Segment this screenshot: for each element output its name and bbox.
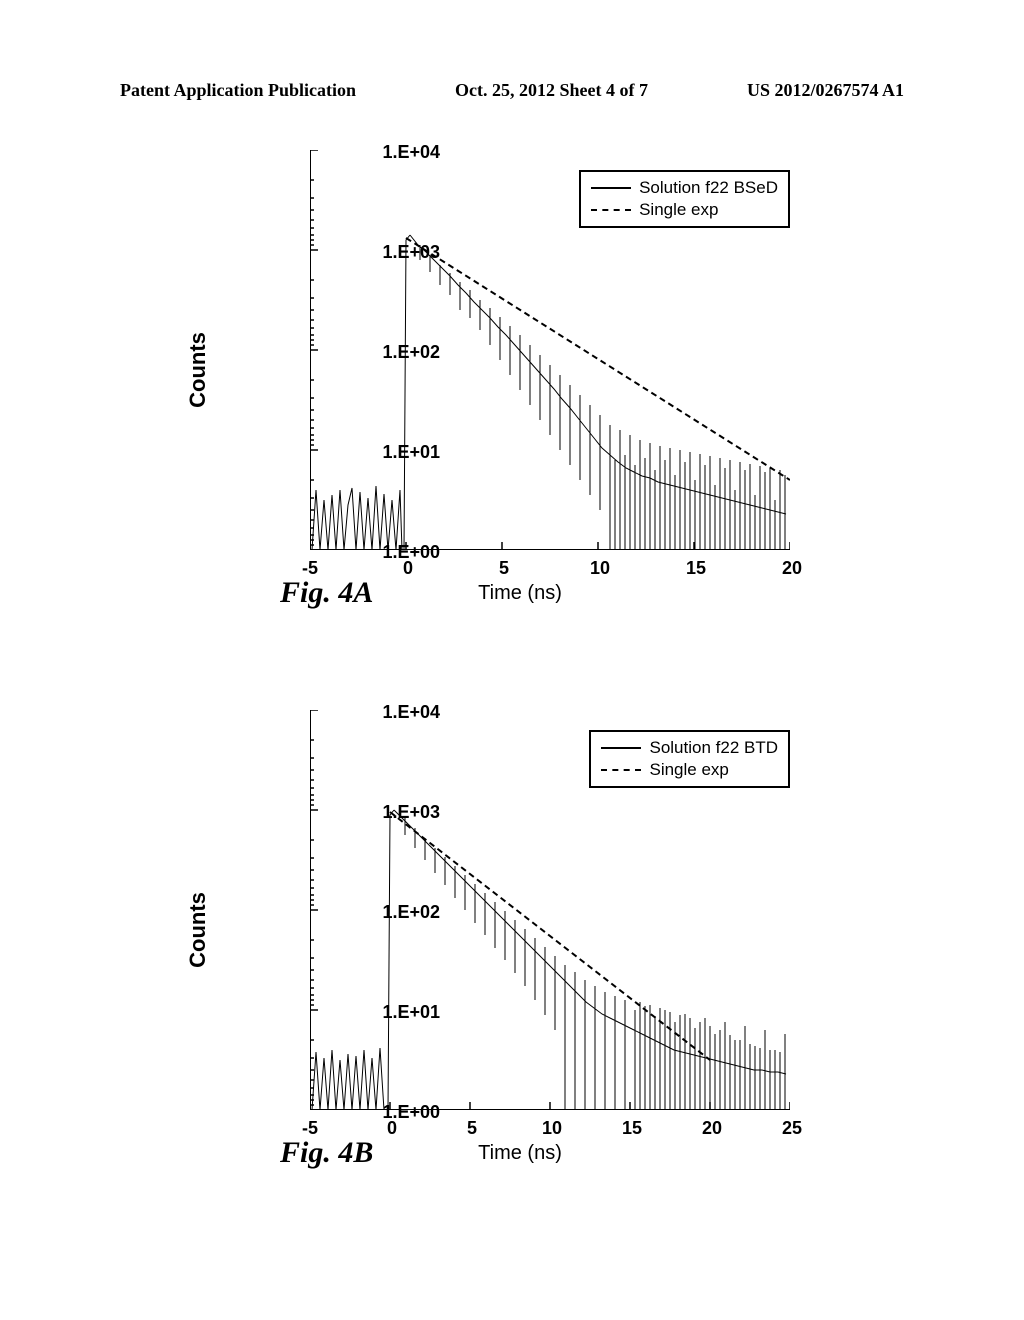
page-header: Patent Application Publication Oct. 25, …: [0, 80, 1024, 101]
legend-label: Single exp: [649, 760, 728, 780]
legend-item: Solution f22 BSeD: [591, 178, 778, 198]
legend-label: Single exp: [639, 200, 718, 220]
x-tick: 10: [585, 558, 615, 579]
y-axis-label: Counts: [185, 892, 211, 968]
figure-label: Fig. 4B: [280, 1136, 373, 1170]
legend-item: Solution f22 BTD: [601, 738, 778, 758]
x-tick: 5: [457, 1118, 487, 1139]
header-left: Patent Application Publication: [120, 80, 356, 101]
y-axis-label: Counts: [185, 332, 211, 408]
figure-label: Fig. 4A: [280, 576, 373, 610]
solid-line-icon: [601, 747, 641, 749]
x-tick: 20: [697, 1118, 727, 1139]
legend: Solution f22 BSeD Single exp: [579, 170, 790, 228]
legend-item: Single exp: [601, 760, 778, 780]
solid-line-icon: [591, 187, 631, 189]
legend-item: Single exp: [591, 200, 778, 220]
header-center: Oct. 25, 2012 Sheet 4 of 7: [455, 80, 648, 101]
x-tick: 0: [393, 558, 423, 579]
legend-label: Solution f22 BSeD: [639, 178, 778, 198]
x-tick: 25: [777, 1118, 807, 1139]
figure-4a: Counts 1.E+04 1.E+03 1.E+02 1.E+01 1.E+0…: [210, 140, 830, 600]
x-tick: 15: [681, 558, 711, 579]
x-axis-label: Time (ns): [478, 582, 562, 605]
dashed-line-icon: [591, 209, 631, 211]
legend-label: Solution f22 BTD: [649, 738, 778, 758]
header-right: US 2012/0267574 A1: [747, 80, 904, 101]
x-tick: 10: [537, 1118, 567, 1139]
dashed-line-icon: [601, 769, 641, 771]
x-tick: 5: [489, 558, 519, 579]
x-axis-label: Time (ns): [478, 1142, 562, 1165]
legend: Solution f22 BTD Single exp: [589, 730, 790, 788]
figure-4b: Counts 1.E+04 1.E+03 1.E+02 1.E+01 1.E+0…: [210, 700, 830, 1160]
x-tick: 0: [377, 1118, 407, 1139]
x-tick: 20: [777, 558, 807, 579]
x-tick: 15: [617, 1118, 647, 1139]
